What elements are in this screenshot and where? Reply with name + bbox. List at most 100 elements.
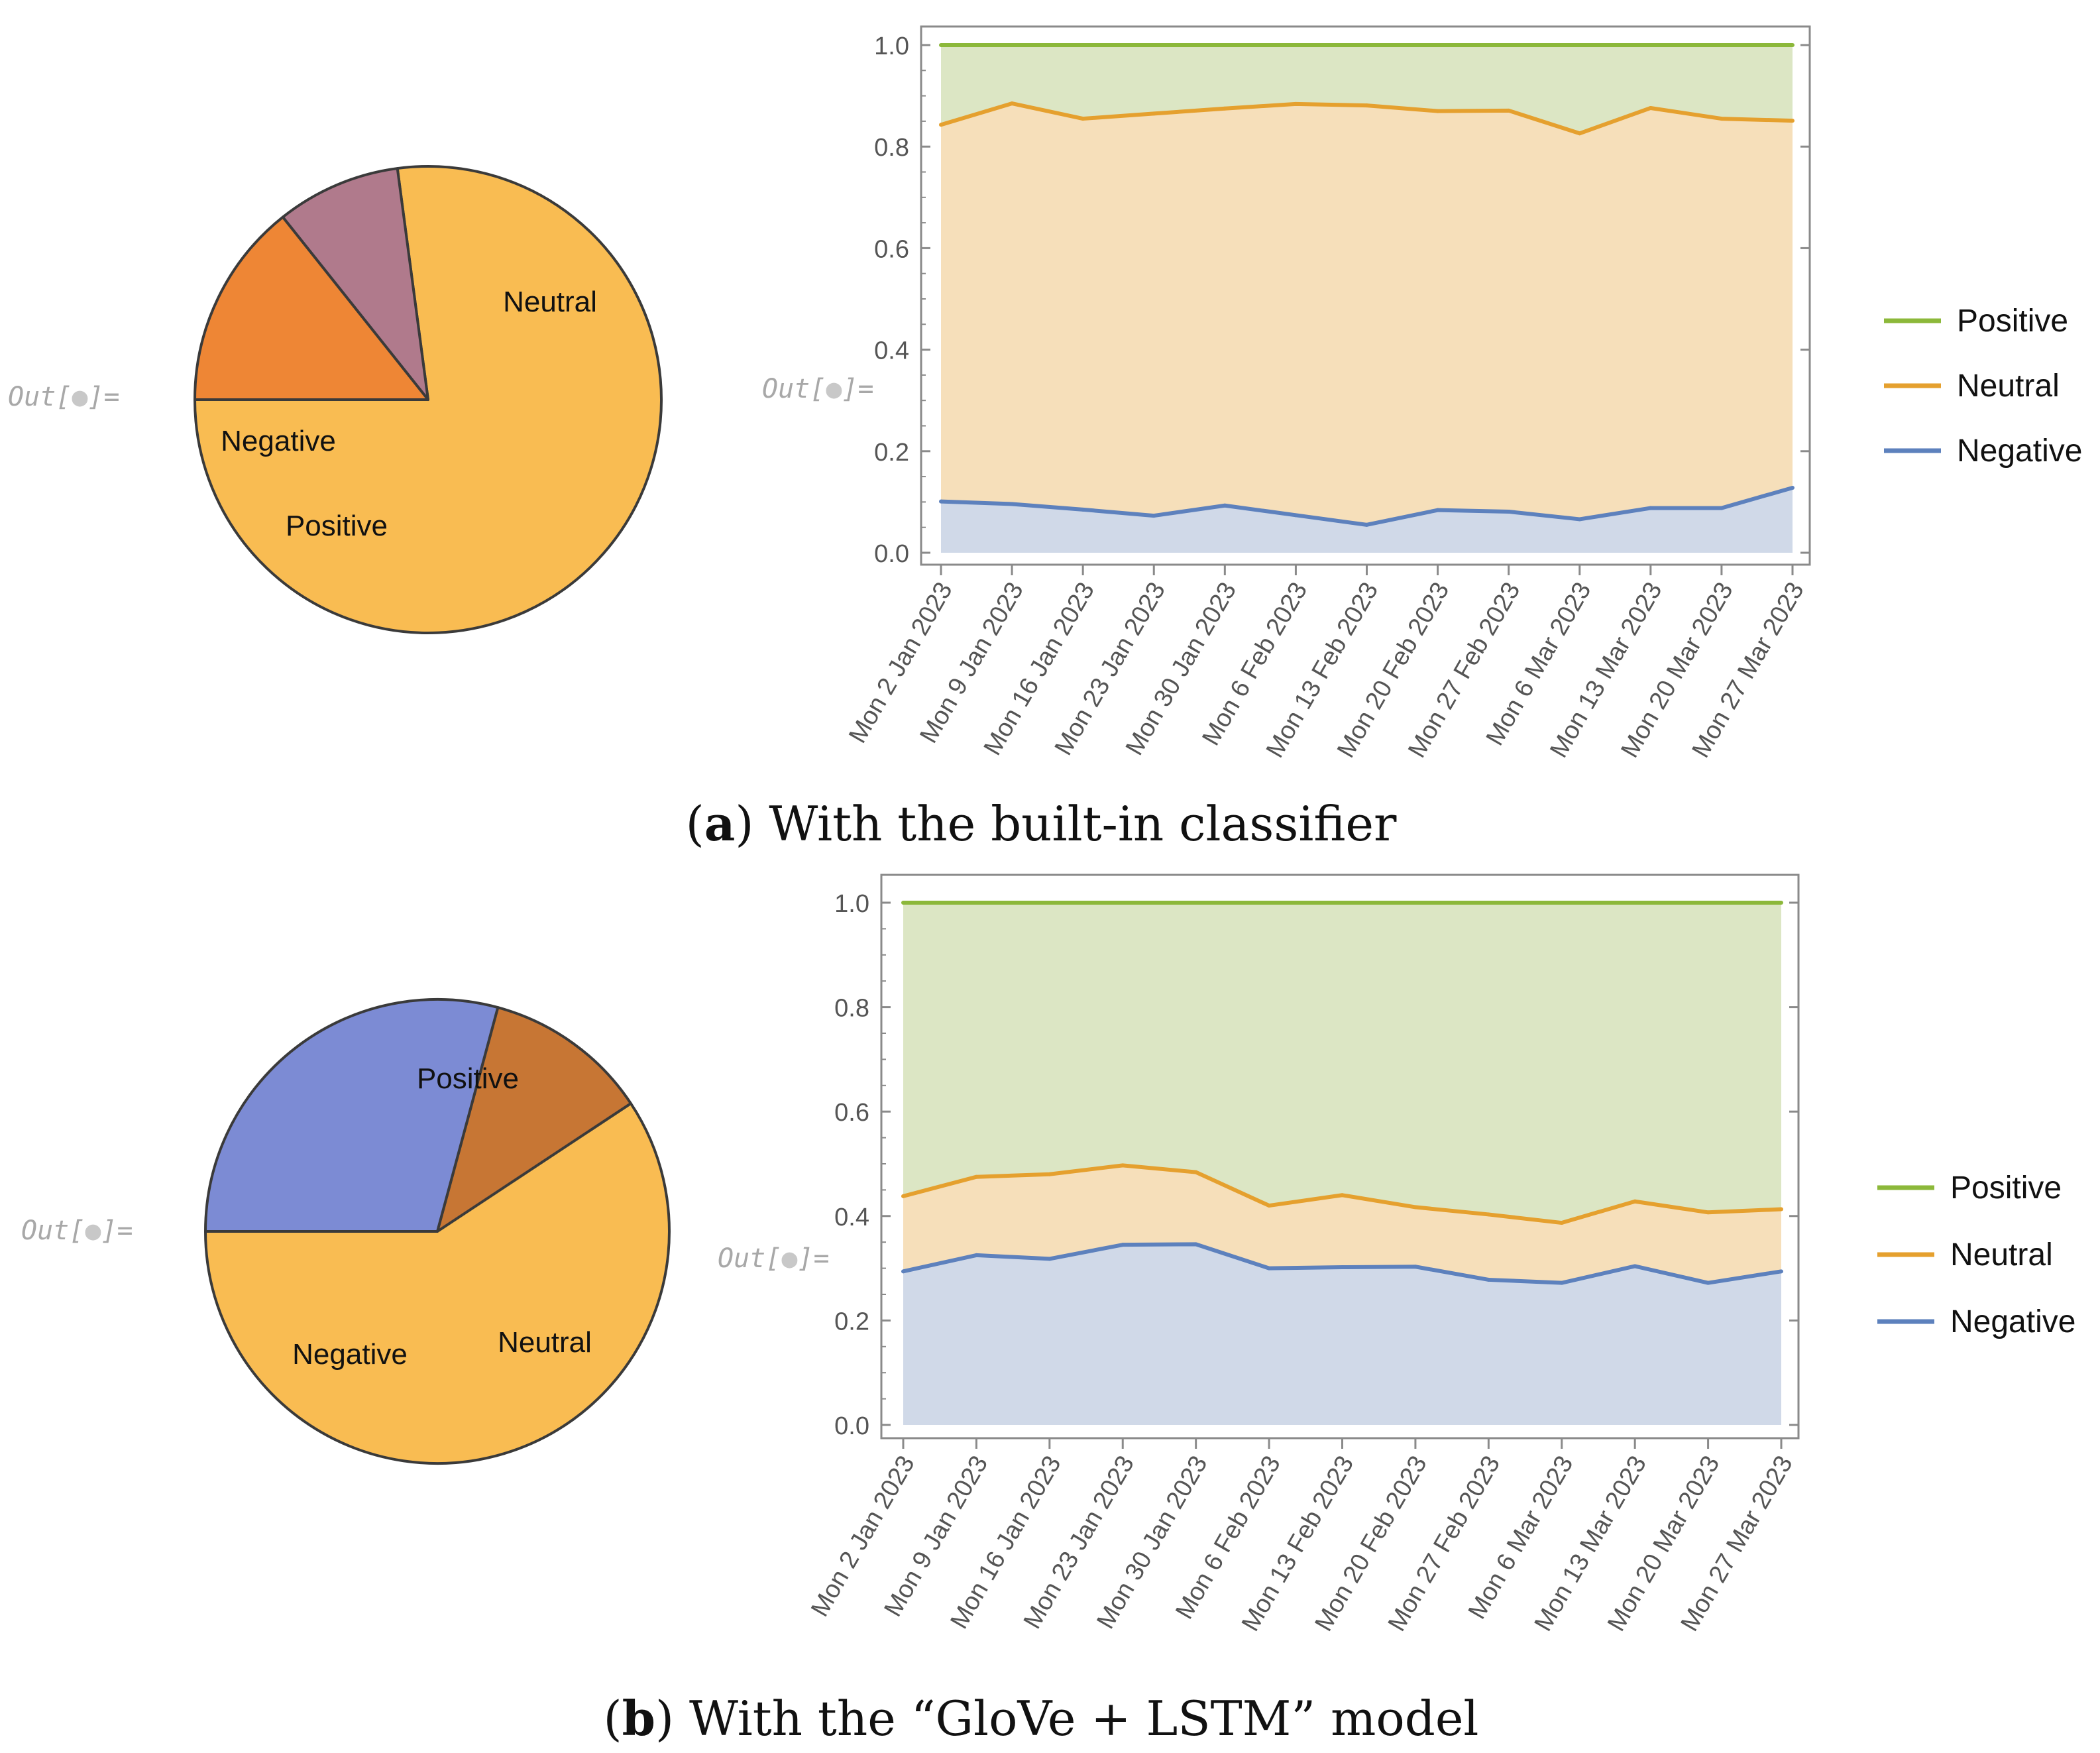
data-point-positive: [1121, 901, 1125, 905]
out-label: Out[●]=: [762, 374, 874, 404]
data-point-positive: [974, 901, 979, 905]
y-tick-label: 0.4: [874, 337, 909, 365]
data-point-positive: [1010, 43, 1015, 47]
legend-label-neutral: Neutral: [1957, 368, 2060, 404]
data-point-positive: [1294, 43, 1298, 47]
plot-frame: [920, 25, 1811, 566]
data-point-neutral: [1121, 1163, 1125, 1168]
y-tick-label: 0.4: [834, 1204, 869, 1231]
legend: Positive Neutral Negative: [1884, 304, 2082, 469]
data-point-negative: [1413, 1265, 1417, 1269]
negative-area: [941, 487, 1793, 553]
pie-label-positive: Positive: [286, 510, 388, 542]
pie-label-negative: Negative: [292, 1338, 408, 1371]
data-point-positive: [1791, 43, 1795, 47]
data-point-neutral: [1010, 101, 1015, 106]
y-tick-label: 0.6: [874, 235, 909, 263]
data-point-neutral: [1577, 131, 1582, 136]
pie-label-neutral: Neutral: [498, 1326, 592, 1359]
data-point-negative: [1779, 1269, 1783, 1274]
data-point-positive: [1081, 43, 1085, 47]
data-point-neutral: [1413, 1205, 1417, 1210]
data-point-positive: [901, 901, 905, 905]
legend-label-negative: Negative: [1950, 1304, 2075, 1339]
data-point-positive: [1506, 43, 1511, 47]
data-point-neutral: [1719, 117, 1724, 121]
data-point-negative: [1193, 1242, 1198, 1247]
data-point-negative: [1223, 503, 1227, 508]
y-tick-label: 1.0: [874, 32, 909, 60]
data-point-positive: [939, 43, 943, 47]
data-point-negative: [901, 1269, 905, 1274]
y-tick-label: 0.8: [834, 995, 869, 1023]
out-label: Out[●]=: [8, 382, 120, 412]
pie-slice-positive: [193, 215, 429, 401]
data-point-negative: [1648, 506, 1653, 510]
pie-slice-negative: [204, 998, 500, 1233]
legend-label-positive: Positive: [1957, 304, 2068, 339]
data-point-neutral: [1791, 119, 1795, 123]
data-point-negative: [1633, 1264, 1637, 1269]
negative-area: [903, 1244, 1781, 1425]
data-point-neutral: [1267, 1204, 1272, 1208]
data-point-positive: [1267, 901, 1272, 905]
pie-slice-negative: [281, 167, 429, 401]
data-point-neutral: [1486, 1212, 1491, 1217]
y-tick-label: 0.2: [834, 1308, 869, 1335]
data-point-positive: [1364, 43, 1369, 47]
data-point-neutral: [1648, 105, 1653, 110]
neutral-area: [941, 103, 1793, 525]
legend-label-negative: Negative: [1957, 433, 2082, 469]
data-point-positive: [1152, 43, 1156, 47]
positive-area: [903, 903, 1781, 1223]
data-point-negative: [1435, 508, 1440, 512]
neutral-area: [903, 1165, 1781, 1283]
data-point-negative: [974, 1253, 979, 1257]
positive-area: [941, 45, 1793, 134]
data-point-negative: [1047, 1257, 1052, 1261]
y-tick-label: 0.0: [834, 1412, 869, 1440]
out-label: Out[●]=: [21, 1216, 133, 1246]
out-label: Out[●]=: [718, 1243, 830, 1274]
y-tick-label: 0.2: [874, 439, 909, 467]
data-point-negative: [1081, 507, 1085, 512]
data-point-negative: [1577, 517, 1582, 522]
plot-frame: [880, 874, 1800, 1440]
pie-label-negative: Negative: [221, 425, 336, 457]
data-point-neutral: [1779, 1207, 1783, 1212]
data-point-neutral: [974, 1174, 979, 1179]
data-point-negative: [1719, 506, 1724, 510]
data-point-neutral: [939, 123, 943, 127]
data-point-neutral: [901, 1194, 905, 1198]
data-point-neutral: [1435, 109, 1440, 113]
data-point-neutral: [1559, 1221, 1564, 1225]
pie-slice-neutral: [436, 1006, 632, 1233]
legend-label-neutral: Neutral: [1950, 1237, 2053, 1272]
data-point-negative: [1706, 1280, 1710, 1285]
data-point-neutral: [1223, 106, 1227, 111]
data-point-negative: [1364, 522, 1369, 527]
y-tick-label: 0.0: [874, 540, 909, 568]
data-point-negative: [939, 499, 943, 504]
y-tick-label: 0.8: [874, 134, 909, 162]
caption: (b) With the “GloVe + LSTM” model: [604, 1690, 1479, 1746]
y-tick-label: 0.6: [834, 1099, 869, 1127]
data-point-negative: [1152, 514, 1156, 518]
data-point-neutral: [1047, 1172, 1052, 1176]
data-point-positive: [1648, 43, 1653, 47]
data-point-negative: [1294, 513, 1298, 518]
data-point-neutral: [1152, 111, 1156, 116]
pie-chart: Neutral Negative Positive: [193, 165, 663, 634]
y-tick-label: 1.0: [834, 890, 869, 918]
data-point-positive: [1223, 43, 1227, 47]
data-point-neutral: [1294, 101, 1298, 106]
caption: (a) With the built-in classifier: [686, 795, 1397, 852]
data-point-positive: [1047, 901, 1052, 905]
data-point-negative: [1010, 502, 1015, 506]
data-point-positive: [1435, 43, 1440, 47]
